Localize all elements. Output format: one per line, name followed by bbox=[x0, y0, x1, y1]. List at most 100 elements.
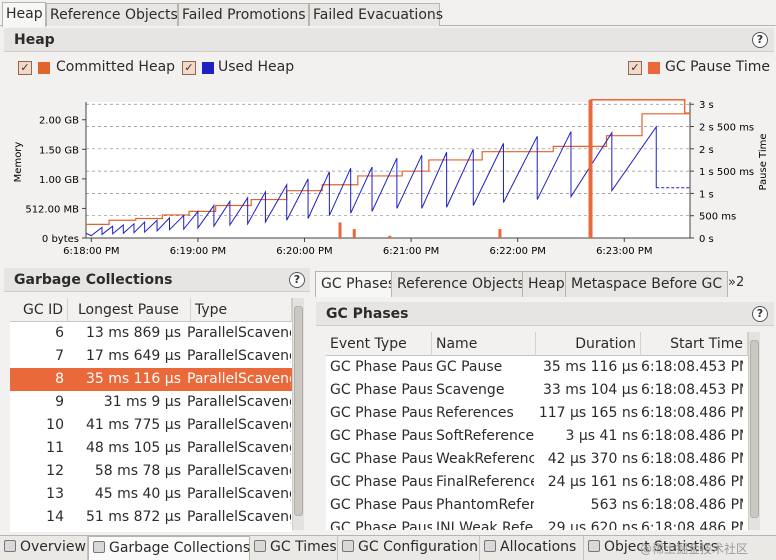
y2-tick-label: 2 s 500 ms bbox=[699, 123, 754, 134]
gc-pause-swatch bbox=[648, 62, 660, 74]
chart-grid bbox=[85, 102, 691, 239]
top-tab-bar: Heap Reference Objects Failed Promotions… bbox=[0, 0, 776, 27]
heap-chart[interactable]: 0 bytes 512.00 MB 1.00 GB 1.50 GB 2.00 GB 0 … bbox=[0, 84, 776, 264]
name-cell: FinalReference bbox=[436, 474, 534, 490]
duration-cell: 33 ms 104 μs bbox=[542, 382, 638, 398]
bottom-tab-label: GC Times bbox=[270, 539, 337, 555]
phases-table-row[interactable]: GC Phase Pause FinalReference 24 μs 161 ns… bbox=[326, 471, 748, 494]
longest-pause-cell: 58 ms 78 μs bbox=[94, 463, 181, 479]
committed-heap-checkbox[interactable]: ✓ bbox=[18, 61, 32, 75]
gc-help-icon[interactable]: ? bbox=[289, 272, 305, 288]
start-time-cell: 6:18:08.486 PM bbox=[641, 497, 743, 513]
gc-table-row[interactable]: 14 51 ms 872 μs ParallelScaveng bbox=[10, 506, 292, 529]
subtab-reference-objects[interactable]: Reference Objects bbox=[391, 271, 531, 297]
y-axis-labels: 0 bytes 512.00 MB 1.00 GB 1.50 GB 2.00 GB bbox=[25, 116, 86, 245]
phases-table-row[interactable]: GC Phase Pause Scavenge 33 ms 104 μs 6:18:0… bbox=[326, 379, 748, 402]
statistics-icon bbox=[588, 540, 600, 552]
gc-pause-checkbox[interactable]: ✓ bbox=[628, 61, 642, 75]
longest-pause-cell: 13 ms 869 μs bbox=[85, 325, 181, 341]
y2-tick-label: 2 s bbox=[699, 145, 714, 156]
gc-table-row[interactable]: 7 17 ms 649 μs ParallelScaveng bbox=[10, 345, 292, 368]
subtab-heap[interactable]: Heap bbox=[522, 271, 571, 297]
longest-pause-cell: 35 ms 116 μs bbox=[85, 371, 181, 387]
used-heap-checkbox[interactable]: ✓ bbox=[182, 61, 196, 75]
y2-axis-title: Pause Time bbox=[758, 133, 769, 190]
bottom-tab-overview[interactable]: Overview bbox=[0, 536, 88, 560]
event-type-cell: GC Phase Pause bbox=[330, 497, 432, 513]
event-type-cell: GC Phase Pause bbox=[330, 359, 432, 375]
phases-table-row[interactable]: GC Phase Pause WeakReference 42 μs 370 ns 6… bbox=[326, 448, 748, 471]
bottom-tab-garbage-collections[interactable]: Garbage Collections bbox=[88, 536, 250, 560]
tab-failed-promotions[interactable]: Failed Promotions bbox=[178, 3, 309, 26]
start-time-cell: 6:18:08.486 PM bbox=[641, 428, 743, 444]
col-duration[interactable]: Duration bbox=[536, 332, 641, 356]
phases-table-row[interactable]: GC Phase Pause GC Pause 35 ms 116 μs 6:18:0… bbox=[326, 356, 748, 379]
col-gc-id[interactable]: GC ID bbox=[10, 298, 68, 322]
bottom-tab-allocations[interactable]: Allocations bbox=[480, 536, 584, 560]
name-cell: GC Pause bbox=[436, 359, 503, 375]
tab-heap[interactable]: Heap bbox=[2, 2, 46, 27]
y-tick-label: 2.00 GB bbox=[39, 116, 79, 127]
event-type-cell: GC Phase Pause bbox=[330, 428, 432, 444]
event-type-cell: GC Phase Pause bbox=[330, 474, 432, 490]
subtab-metaspace-before-gc[interactable]: Metaspace Before GC bbox=[565, 271, 729, 297]
y-tick-label: 1.50 GB bbox=[39, 145, 79, 156]
event-type-cell: GC Phase Pause bbox=[330, 405, 432, 421]
longest-pause-cell: 51 ms 872 μs bbox=[85, 509, 181, 525]
gc-table-row[interactable]: 13 45 ms 40 μs ParallelScaveng bbox=[10, 483, 292, 506]
phases-table-row[interactable]: GC Phase Pause References 117 μs 165 ns 6:1… bbox=[326, 402, 748, 425]
gc-table-row[interactable]: 8 35 ms 116 μs ParallelScaveng bbox=[10, 368, 292, 391]
subtab-overflow[interactable]: »2 bbox=[728, 275, 745, 290]
bottom-tab-label: Allocations bbox=[500, 539, 577, 555]
bottom-tab-gc-configuration[interactable]: GC Configuration bbox=[338, 536, 480, 560]
start-time-cell: 6:18:08.486 PM bbox=[641, 405, 743, 421]
gc-table-row[interactable]: 10 41 ms 775 μs ParallelScaveng bbox=[10, 414, 292, 437]
gc-table-row[interactable]: 6 13 ms 869 μs ParallelScaveng bbox=[10, 322, 292, 345]
gc-table-row[interactable]: 12 58 ms 78 μs ParallelScaveng bbox=[10, 460, 292, 483]
config-icon bbox=[342, 540, 354, 552]
col-longest-pause[interactable]: Longest Pause bbox=[68, 298, 191, 322]
col-start-time[interactable]: Start Time bbox=[641, 332, 748, 356]
phases-table-row[interactable]: GC Phase Pause SoftReference 3 μs 41 ns 6:1… bbox=[326, 425, 748, 448]
bottom-tab-label: Object Statistics bbox=[604, 539, 719, 555]
name-cell: JNI Weak Refe bbox=[436, 520, 534, 530]
heap-section-header: Heap bbox=[4, 28, 774, 52]
phases-table-row[interactable]: GC Phase Pause JNI Weak Refe 29 μs 620 ns 6… bbox=[326, 517, 748, 530]
bottom-tab-gc-times[interactable]: GC Times bbox=[250, 536, 338, 560]
tab-failed-evacuations[interactable]: Failed Evacuations bbox=[309, 3, 443, 26]
y2-tick-label: 3 s bbox=[699, 100, 714, 111]
y2-axis-labels: 0 s 500 ms 1 s 1 s 500 ms 2 s 2 s 500 ms 3 s bbox=[690, 100, 754, 245]
type-cell: ParallelScaveng bbox=[187, 509, 291, 525]
y2-tick-label: 1 s bbox=[699, 189, 714, 200]
x-tick-label: 6:21:00 PM bbox=[383, 246, 439, 257]
heap-help-icon[interactable]: ? bbox=[752, 32, 768, 48]
x-tick-label: 6:22:00 PM bbox=[489, 246, 545, 257]
type-cell: ParallelScaveng bbox=[187, 440, 291, 456]
gc-table-row[interactable]: 9 31 ms 9 μs ParallelScaveng bbox=[10, 391, 292, 414]
y-tick-label: 1.00 GB bbox=[39, 175, 79, 186]
committed-heap-label: Committed Heap bbox=[56, 59, 176, 75]
duration-cell: 29 μs 620 ns bbox=[547, 520, 638, 530]
x-tick-label: 6:23:00 PM bbox=[596, 246, 652, 257]
phases-table-row[interactable]: GC Phase Pause PhantomRefer 563 ns 6:18:08.… bbox=[326, 494, 748, 517]
gc-id-cell: 11 bbox=[46, 440, 64, 456]
gc-table-row[interactable]: 11 48 ms 105 μs ParallelScaveng bbox=[10, 437, 292, 460]
gc-id-cell: 6 bbox=[55, 325, 64, 341]
longest-pause-cell: 45 ms 40 μs bbox=[94, 486, 181, 502]
bottom-tab-object-statistics[interactable]: Object Statistics bbox=[584, 536, 724, 560]
phases-help-icon[interactable]: ? bbox=[752, 306, 768, 322]
x-tick-label: 6:18:00 PM bbox=[63, 246, 119, 257]
name-cell: SoftReference bbox=[436, 428, 534, 444]
phases-table-scrollbar[interactable] bbox=[748, 332, 760, 530]
col-event-type[interactable]: Event Type bbox=[326, 332, 432, 356]
gc-id-cell: 10 bbox=[46, 417, 64, 433]
gc-table-scrollbar[interactable] bbox=[292, 298, 304, 530]
longest-pause-cell: 31 ms 9 μs bbox=[103, 394, 181, 410]
subtab-gc-phases[interactable]: GC Phases bbox=[315, 271, 402, 297]
col-name[interactable]: Name bbox=[432, 332, 536, 356]
y-axis-title: Memory bbox=[13, 142, 24, 183]
longest-pause-cell: 41 ms 775 μs bbox=[85, 417, 181, 433]
gc-pause-label: GC Pause Time bbox=[665, 59, 770, 75]
col-type[interactable]: Type bbox=[191, 298, 292, 322]
tab-reference-objects[interactable]: Reference Objects bbox=[46, 3, 178, 26]
